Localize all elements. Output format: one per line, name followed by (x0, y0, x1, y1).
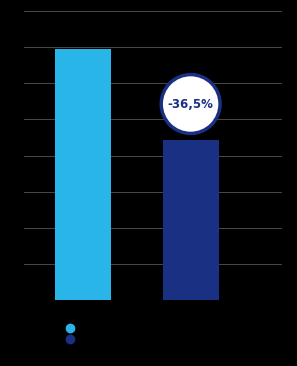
Text: -36,5%: -36,5% (168, 97, 214, 111)
Bar (163, 141, 219, 300)
Bar (55, 49, 111, 300)
